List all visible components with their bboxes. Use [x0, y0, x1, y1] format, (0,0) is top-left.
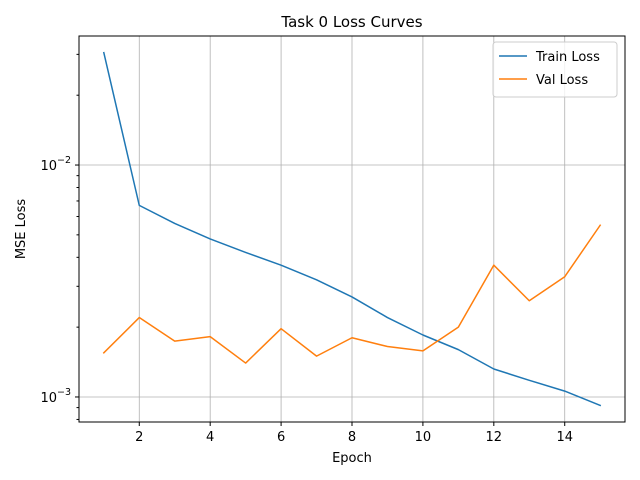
grid	[79, 36, 625, 422]
y-axis-label: MSE Loss	[14, 199, 29, 260]
series-line-0	[102, 51, 602, 407]
series-line-1	[102, 224, 602, 364]
x-tick-label: 12	[486, 430, 503, 445]
y-tick-label: 10−3	[40, 387, 71, 406]
legend-entry-label: Val Loss	[536, 73, 588, 88]
series-lines	[102, 51, 602, 407]
x-tick-label: 10	[415, 430, 432, 445]
x-axis-label: Epoch	[332, 451, 372, 466]
x-tick-label: 4	[206, 430, 214, 445]
chart-title: Task 0 Loss Curves	[280, 13, 422, 31]
axis-ticks: 2 4 6 8 10 12 14 10−3 10−2	[40, 53, 573, 445]
x-tick-label: 14	[556, 430, 573, 445]
x-tick-label: 8	[348, 430, 356, 445]
legend: Train Loss Val Loss	[492, 41, 618, 98]
legend-entry-label: Train Loss	[535, 50, 600, 65]
y-tick-label: 10−2	[40, 155, 71, 174]
x-tick-label: 2	[135, 430, 143, 445]
x-tick-label: 6	[277, 430, 285, 445]
